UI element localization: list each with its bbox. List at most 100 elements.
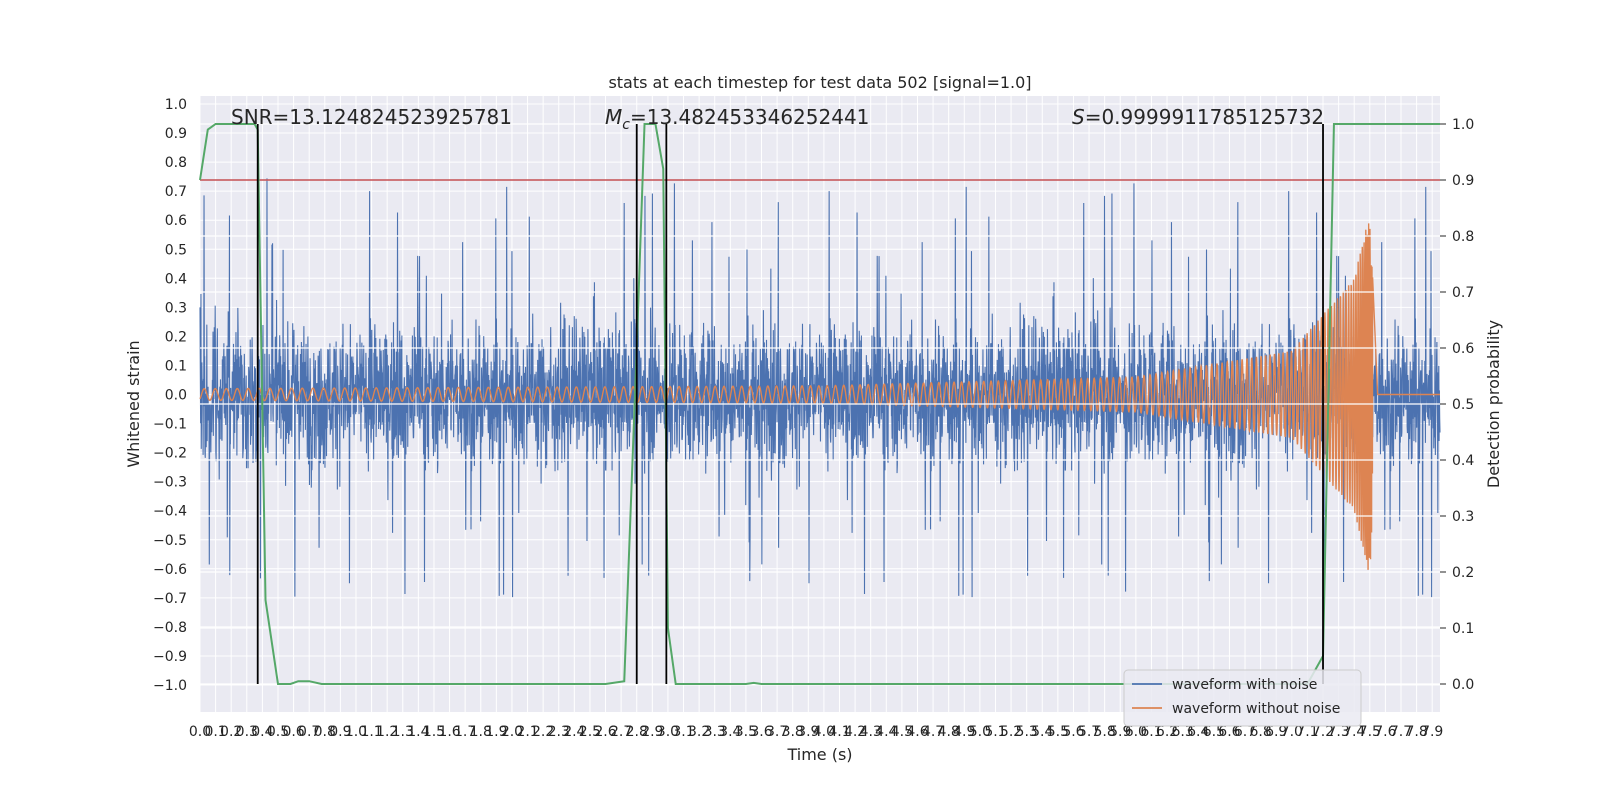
x-tick-label: 2.5 <box>579 724 601 740</box>
x-tick-label: 2.9 <box>641 724 663 740</box>
x-tick-label: 1.4 <box>407 724 429 740</box>
y2-tick-label: 0.9 <box>1452 173 1474 189</box>
x-tick-label: 5.3 <box>1016 724 1038 740</box>
y2-tick-label: 1.0 <box>1452 117 1474 133</box>
y-tick-label: −0.2 <box>153 446 187 462</box>
clean-waveform-line <box>199 223 1440 570</box>
x-tick-label: 4.8 <box>938 724 960 740</box>
y2-tick-label: 0.1 <box>1452 621 1474 637</box>
y-tick-label: 0.9 <box>165 126 187 142</box>
snr-annotation: SNR=13.124824523925781 <box>231 105 512 129</box>
x-tick-label: 6.6 <box>1218 724 1240 740</box>
y2-tick-label: 0.0 <box>1452 677 1474 693</box>
x-tick-label: 3.1 <box>672 724 694 740</box>
x-tick-label: 1.3 <box>392 724 414 740</box>
legend-label-clean: waveform without noise <box>1172 701 1340 717</box>
x-tick-label: 6.5 <box>1203 724 1225 740</box>
x-tick-label: 3.2 <box>688 724 710 740</box>
x-tick-label: 3.7 <box>766 724 788 740</box>
x-tick-label: 2.8 <box>626 724 648 740</box>
y2-tick-label: 0.4 <box>1452 453 1474 469</box>
x-tick-label: 2.4 <box>563 724 585 740</box>
x-tick-label: 1.6 <box>438 724 460 740</box>
x-tick-label: 4.3 <box>860 724 882 740</box>
x-tick-label: 6.2 <box>1156 724 1178 740</box>
x-tick-label: 2.6 <box>594 724 616 740</box>
x-tick-label: 0.9 <box>329 724 351 740</box>
x-tick-label: 5.7 <box>1078 724 1100 740</box>
x-tick-label: 5.9 <box>1109 724 1131 740</box>
y-tick-label: 1.0 <box>165 97 187 113</box>
x-tick-label: 6.9 <box>1265 724 1287 740</box>
x-tick-label: 0.1 <box>204 724 226 740</box>
x-tick-label: 7.9 <box>1421 724 1443 740</box>
x-tick-label: 1.2 <box>376 724 398 740</box>
x-tick-label: 4.4 <box>875 724 897 740</box>
x-tick-label: 4.0 <box>813 724 835 740</box>
y2-tick-label: 0.3 <box>1452 509 1474 525</box>
legend-box <box>1123 669 1362 727</box>
y-tick-label: 0.1 <box>165 358 187 374</box>
x-tick-label: 4.5 <box>891 724 913 740</box>
x-tick-label: 0.4 <box>251 724 273 740</box>
x-tick-label: 7.0 <box>1281 724 1303 740</box>
detection-markers <box>256 124 1324 684</box>
y-tick-label: −0.4 <box>153 504 187 520</box>
x-tick-label: 3.5 <box>735 724 757 740</box>
chart-title: stats at each timestep for test data 502… <box>608 73 1031 92</box>
y-tick-label: −0.6 <box>153 562 187 578</box>
x-tick-label: 4.2 <box>844 724 866 740</box>
y2-tick-label: 0.5 <box>1452 397 1474 413</box>
y-tick-label: −0.1 <box>153 417 187 433</box>
chirp-mass-value: =13.482453346252441 <box>630 105 869 129</box>
x-tick-label: 5.0 <box>969 724 991 740</box>
x-tick-label: 3.0 <box>657 724 679 740</box>
x-tick-label: 0.7 <box>298 724 320 740</box>
y-tick-label: −0.3 <box>153 475 187 491</box>
right-axis-gridlines <box>200 123 1440 685</box>
x-tick-label: 6.4 <box>1187 724 1209 740</box>
x-tick-label: 2.1 <box>516 724 538 740</box>
statistic-annotation: S=0.9999911785125732 <box>1072 105 1324 129</box>
y-tick-label: 0.5 <box>165 242 187 258</box>
x-tick-label: 1.0 <box>345 724 367 740</box>
y-tick-label: 0.6 <box>165 213 187 229</box>
x-tick-label: 1.8 <box>470 724 492 740</box>
x-tick-label: 5.5 <box>1047 724 1069 740</box>
x-tick-label: 2.2 <box>532 724 554 740</box>
y-tick-labels: 1.0 0.9 0.8 0.7 0.6 0.5 0.4 0.3 0.2 0.1 0.0 −0.1 −0.… <box>153 97 187 694</box>
x-tick-labels: 0.00.10.20.30.40.50.60.70.80.91.01.11.21… <box>189 724 1443 740</box>
x-tick-label: 3.4 <box>719 724 741 740</box>
y-tick-label: −0.9 <box>153 649 187 665</box>
x-tick-label: 1.9 <box>485 724 507 740</box>
x-tick-label: 5.6 <box>1062 724 1084 740</box>
x-tick-label: 3.6 <box>750 724 772 740</box>
x-tick-label: 6.8 <box>1249 724 1271 740</box>
x-tick-label: 6.0 <box>1125 724 1147 740</box>
x-tick-label: 7.2 <box>1312 724 1334 740</box>
x-tick-label: 7.6 <box>1374 724 1396 740</box>
x-tick-label: 7.8 <box>1405 724 1427 740</box>
chirp-mass-subscript: c <box>622 117 630 133</box>
detection-probability-line <box>199 123 1440 685</box>
y-tick-label: 0.0 <box>165 388 187 404</box>
y2-tick-label: 0.6 <box>1452 341 1474 357</box>
statistic-symbol: S <box>1072 105 1085 129</box>
y2-tick-label: 0.8 <box>1452 229 1474 245</box>
x-tick-label: 0.8 <box>314 724 336 740</box>
x-tick-label: 5.2 <box>1000 724 1022 740</box>
x-tick-label: 0.3 <box>236 724 258 740</box>
y2-tick-labels: 1.0 0.9 0.8 0.7 0.6 0.5 0.4 0.3 0.2 0.1 0.0 <box>1440 117 1474 693</box>
x-axis-label: Time (s) <box>786 745 852 764</box>
x-tick-label: 3.8 <box>782 724 804 740</box>
statistic-value: =0.9999911785125732 <box>1085 105 1324 129</box>
x-tick-label: 0.2 <box>220 724 242 740</box>
x-tick-label: 4.1 <box>828 724 850 740</box>
y2-tick-label: 0.7 <box>1452 285 1474 301</box>
legend-label-noisy: waveform with noise <box>1172 677 1317 693</box>
y-tick-label: −0.7 <box>153 591 187 607</box>
x-tick-label: 4.9 <box>953 724 975 740</box>
x-tick-label: 3.3 <box>704 724 726 740</box>
legend: waveform with noise waveform without noi… <box>1123 669 1362 727</box>
x-tick-label: 2.3 <box>548 724 570 740</box>
